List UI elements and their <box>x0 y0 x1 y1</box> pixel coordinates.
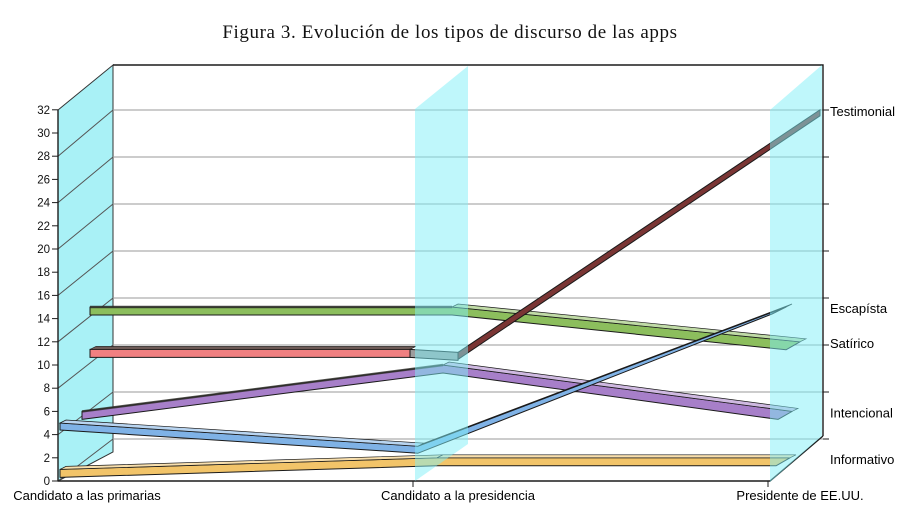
ribbon-top-face <box>436 454 797 459</box>
series-end-label-informativo: Informativo <box>830 452 894 467</box>
y-tick-label: 2 <box>44 453 50 465</box>
chart-title: Figura 3. Evolución de los tipos de disc… <box>222 22 677 43</box>
ribbon-top-edge <box>81 363 444 413</box>
y-tick-label: 24 <box>37 198 50 210</box>
chart-series <box>58 108 821 478</box>
y-tick-label: 32 <box>37 105 50 117</box>
series-end-label-satírico: Satírico <box>830 336 874 351</box>
chart-gridlines <box>113 109 829 440</box>
series-end-label-escapísta: Escapísta <box>830 301 888 316</box>
category-label-1: Candidato a las primarias <box>13 488 161 503</box>
wall-gridline <box>57 250 114 296</box>
plot-box <box>113 64 824 436</box>
wall-gridline <box>57 297 114 343</box>
ribbon-top-edge <box>89 346 417 350</box>
y-tick-label: 30 <box>37 128 50 140</box>
y-tick-label: 20 <box>37 244 50 256</box>
chart-category-slabs <box>415 65 822 482</box>
series-end-label-intencional: Intencional <box>830 405 893 420</box>
y-tick-label: 12 <box>37 337 50 349</box>
wall-gridline <box>57 109 114 157</box>
category-slab-middle <box>415 66 468 481</box>
y-tick-label: 22 <box>37 221 50 233</box>
y-tick-label: 8 <box>44 383 50 395</box>
y-tick-label: 28 <box>37 151 50 163</box>
y-tick-label: 26 <box>37 174 50 186</box>
y-tick-label: 10 <box>37 360 50 372</box>
y-tick-label: 14 <box>37 314 50 326</box>
wall-gridline <box>57 203 114 250</box>
wall-gridline <box>57 156 114 203</box>
y-tick-label: 16 <box>37 290 50 302</box>
y-tick-label: 4 <box>44 430 51 442</box>
series-end-label-testimonial: Testimonial <box>830 104 895 119</box>
category-label-3: Presidente de EE.UU. <box>736 488 863 503</box>
y-tick-label: 18 <box>37 267 50 279</box>
y-tick-label: 0 <box>44 476 50 488</box>
ribbon-face <box>89 348 411 358</box>
category-label-2: Candidato a la presidencia <box>381 488 536 503</box>
y-tick-label: 6 <box>44 406 50 418</box>
category-slab-right <box>770 65 822 482</box>
